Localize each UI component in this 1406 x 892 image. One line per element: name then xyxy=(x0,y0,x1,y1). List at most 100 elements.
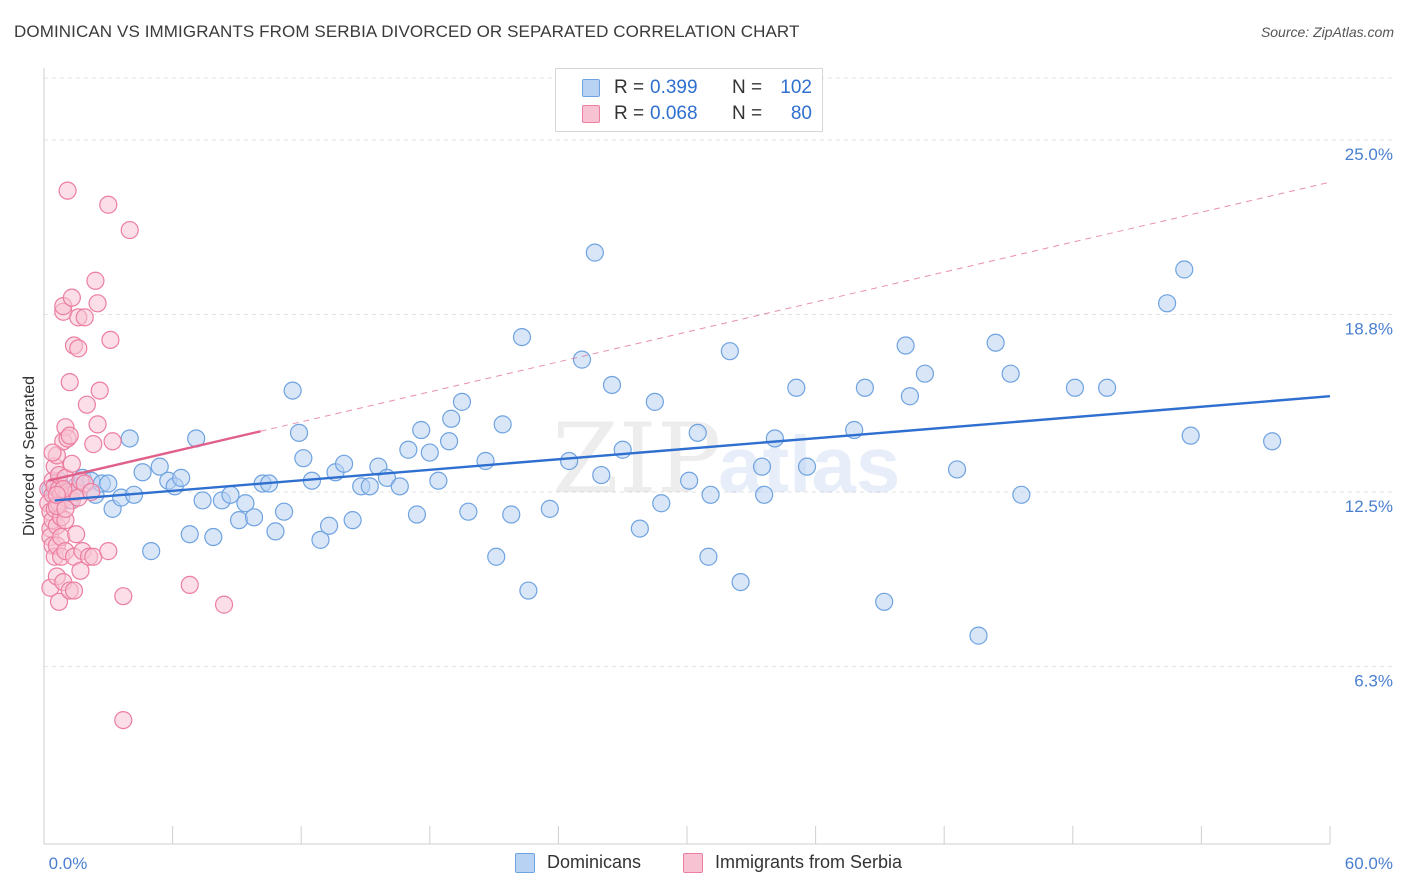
y-tick-label: 25.0% xyxy=(1345,145,1393,164)
point-serbia xyxy=(214,595,234,614)
legend-n-label: N = xyxy=(732,77,763,98)
legend-row-dominicans: R = 0.399 N = 102 xyxy=(582,76,812,100)
point-dominican xyxy=(229,511,249,530)
source-label: Source: ZipAtlas.com xyxy=(1260,24,1394,40)
watermark: ZIP atlas xyxy=(552,403,900,515)
point-serbia xyxy=(99,542,118,561)
point-dominican xyxy=(752,457,772,476)
chart-title: DOMINICAN VS IMMIGRANTS FROM SERBIA DIVO… xyxy=(14,22,800,41)
legend-row-serbia: R = 0.068 N = 80 xyxy=(582,102,812,126)
axes xyxy=(43,68,1331,845)
point-serbia xyxy=(58,181,77,200)
point-dominican xyxy=(592,465,611,485)
trend-extension-serbia xyxy=(260,181,1331,432)
x-tick-label: 0.0% xyxy=(49,854,88,873)
point-dominican xyxy=(407,505,427,524)
point-dominican xyxy=(540,499,559,518)
point-dominican xyxy=(360,477,379,496)
trend-line-dominicans xyxy=(54,395,1331,502)
point-dominican xyxy=(572,350,592,369)
point-dominican xyxy=(442,409,461,428)
point-dominican xyxy=(180,525,199,544)
point-dominican xyxy=(900,387,920,406)
point-dominican xyxy=(429,471,448,490)
point-serbia xyxy=(60,426,79,445)
point-dominican xyxy=(452,392,472,411)
legend-n-label: N = xyxy=(732,103,763,124)
point-dominican xyxy=(645,392,664,411)
point-dominican xyxy=(99,474,118,493)
point-serbia xyxy=(71,561,90,580)
point-dominican xyxy=(855,378,874,397)
point-dominican xyxy=(519,581,538,600)
data-points xyxy=(39,181,1282,730)
point-dominican xyxy=(699,547,718,566)
legend-item-serbia[interactable]: Immigrants from Serbia xyxy=(683,852,902,873)
point-serbia xyxy=(88,294,107,313)
point-dominican xyxy=(204,527,223,547)
point-dominican xyxy=(120,429,139,448)
point-dominican xyxy=(266,522,285,541)
point-dominican xyxy=(294,449,313,468)
point-dominican xyxy=(236,494,255,513)
point-dominican xyxy=(652,494,671,513)
trend-lines xyxy=(48,181,1331,502)
legend-n-value: 80 xyxy=(790,103,812,124)
series-legend: Dominicans Immigrants from Serbia xyxy=(0,852,1406,876)
point-serbia xyxy=(180,575,199,595)
point-dominican xyxy=(915,364,935,383)
legend-swatch-blue xyxy=(515,852,535,873)
point-dominican xyxy=(630,519,649,538)
x-tick-label: 60.0% xyxy=(1345,854,1393,873)
point-dominican xyxy=(343,511,362,530)
legend-n-value: 102 xyxy=(780,77,812,98)
point-dominican xyxy=(1175,260,1194,279)
point-dominican xyxy=(502,505,521,524)
point-dominican xyxy=(947,460,967,479)
point-dominican xyxy=(399,440,418,459)
point-dominican xyxy=(1181,426,1200,445)
point-dominican xyxy=(720,342,739,361)
point-serbia xyxy=(101,330,120,350)
point-dominican xyxy=(459,502,478,521)
point-dominican xyxy=(476,451,495,471)
point-dominican xyxy=(755,485,774,504)
point-serbia xyxy=(62,454,81,473)
point-dominican xyxy=(420,443,439,462)
point-dominican xyxy=(319,516,339,535)
legend-r-value: 0.068 xyxy=(650,103,698,124)
point-dominican xyxy=(1263,432,1282,451)
point-dominican xyxy=(896,336,915,355)
point-dominican xyxy=(193,491,212,510)
legend-swatch-pink xyxy=(582,105,600,123)
point-serbia xyxy=(120,220,139,240)
point-dominican xyxy=(512,327,532,347)
legend-r-label: R = xyxy=(614,103,645,124)
y-tick-label: 18.8% xyxy=(1345,320,1393,339)
y-tick-label: 12.5% xyxy=(1345,497,1393,516)
point-serbia xyxy=(114,587,133,606)
point-serbia xyxy=(75,308,94,327)
point-dominican xyxy=(969,626,988,645)
point-dominican xyxy=(283,381,302,400)
point-dominican xyxy=(731,572,750,592)
grid-lines xyxy=(44,77,1392,668)
point-dominican xyxy=(560,451,579,471)
legend-r-label: R = xyxy=(614,77,645,98)
legend-swatch-pink xyxy=(683,852,703,873)
point-dominican xyxy=(274,502,294,521)
point-serbia xyxy=(60,373,79,392)
point-dominican xyxy=(412,420,431,440)
point-serbia xyxy=(69,339,88,358)
legend-label-serbia: Immigrants from Serbia xyxy=(715,852,903,872)
point-dominican xyxy=(986,333,1005,352)
y-tick-label: 6.3% xyxy=(1354,672,1393,691)
point-dominican xyxy=(142,542,161,561)
legend-item-dominicans[interactable]: Dominicans xyxy=(515,852,641,873)
point-dominican xyxy=(701,485,720,504)
point-serbia xyxy=(64,581,84,600)
point-dominican xyxy=(875,592,894,611)
trend-line-serbia xyxy=(48,430,261,482)
y-axis-label: Divorced or Separated xyxy=(21,376,38,536)
